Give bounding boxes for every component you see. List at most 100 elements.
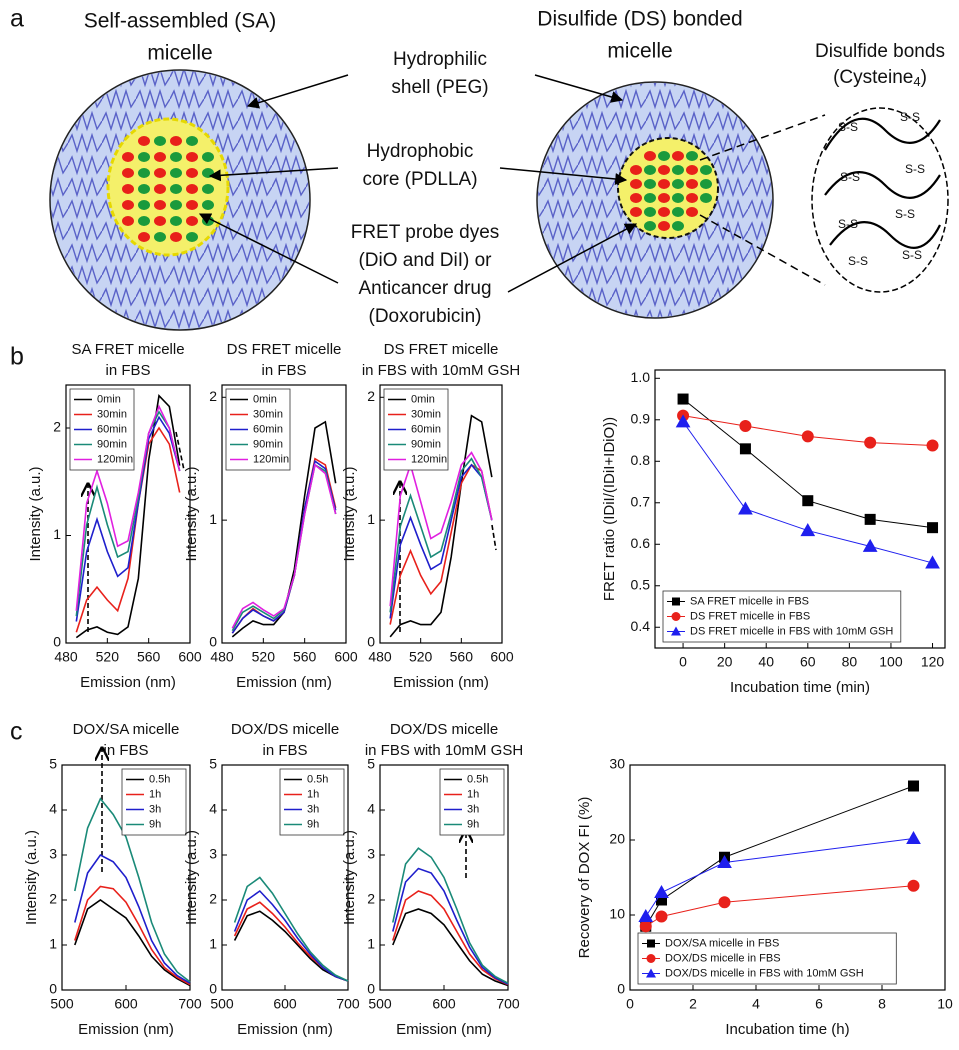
series-line: [645, 785, 914, 927]
x-tick-label: 520: [252, 649, 276, 665]
legend-marker: [646, 968, 656, 978]
series-line: [74, 853, 191, 984]
x-tick-label: 700: [496, 996, 520, 1012]
y-tick-label: 2: [209, 388, 217, 404]
x-tick-label: 520: [409, 649, 433, 665]
y-tick-label: 20: [609, 831, 625, 847]
y-tick-label: 0.6: [631, 535, 651, 551]
label: Hydrophilic: [393, 49, 487, 70]
marker: [718, 896, 731, 909]
marker: [862, 538, 878, 552]
dye-dot: [138, 232, 150, 242]
x-tick-label: 560: [450, 649, 474, 665]
dye-dot: [658, 165, 670, 175]
legend-label: DS FRET micelle in FBS: [690, 610, 810, 622]
series-line: [75, 426, 181, 633]
x-tick-label: 600: [490, 649, 514, 665]
series-line: [682, 421, 933, 564]
y-tick-label: 1: [367, 511, 375, 527]
x-tick-label: 560: [293, 649, 317, 665]
x-tick-label: 8: [878, 996, 886, 1012]
x-tick-label: 520: [96, 649, 120, 665]
legend-marker: [646, 954, 656, 963]
dye-dot: [186, 232, 198, 242]
y-tick-label: 4: [209, 801, 217, 817]
chart-title: in FBS with 10mM GSH: [362, 362, 520, 379]
series-line: [233, 876, 349, 982]
dye-dot: [672, 165, 684, 175]
marker: [927, 522, 939, 534]
marker: [925, 555, 940, 569]
series-line: [392, 908, 509, 987]
legend-label: 0.5h: [149, 773, 170, 785]
y-tick-label: 10: [609, 906, 625, 922]
dye-dot: [170, 216, 182, 226]
marker: [677, 393, 689, 405]
legend-label: 30min: [253, 408, 283, 420]
x-tick-label: 500: [210, 996, 234, 1012]
chart-title: DOX/DS micelle: [231, 721, 339, 738]
bond-label: S-S: [840, 170, 860, 184]
series-line: [389, 463, 493, 625]
dye-dot: [138, 152, 150, 162]
chart-title: DOX/DS micelle: [390, 721, 498, 738]
dye-dot: [630, 193, 642, 203]
legend-label: 3h: [467, 803, 479, 815]
legend-label: 0min: [411, 393, 435, 405]
dye-dot: [686, 193, 698, 203]
dye-dot: [658, 151, 670, 161]
x-axis-label: Emission (nm): [80, 674, 176, 691]
bond-label: S-S: [838, 120, 858, 134]
dye-dot: [154, 200, 166, 210]
x-tick-label: 600: [178, 649, 202, 665]
dye-dot: [644, 165, 656, 175]
y-axis-label: Intensity (a.u.): [27, 466, 44, 561]
dye-dot: [186, 168, 198, 178]
series-line: [231, 459, 337, 634]
ds-title: micelle: [607, 40, 672, 63]
legend-label: 120min: [253, 453, 289, 465]
chart-title: in FBS with 10mM GSH: [365, 742, 523, 759]
x-axis-label: Emission (nm): [236, 674, 332, 691]
label: Anticancer drug: [358, 278, 491, 299]
dye-dot: [672, 193, 684, 203]
y-axis-label: Intensity (a.u.): [23, 830, 40, 925]
marker: [654, 884, 669, 898]
x-tick-label: 600: [273, 996, 297, 1012]
marker: [800, 523, 816, 537]
x-axis-label: Emission (nm): [237, 1021, 333, 1038]
y-axis-label: Intensity (a.u.): [183, 830, 200, 925]
legend-label: 90min: [97, 438, 127, 450]
x-tick-label: 700: [178, 996, 202, 1012]
y-axis-label: FRET ratio (IDiI/(IDiI+IDiO)): [601, 417, 618, 601]
plot-frame: [221, 384, 347, 644]
x-tick-label: 40: [758, 654, 774, 670]
dye-dot: [202, 184, 214, 194]
x-tick-label: 20: [717, 654, 733, 670]
legend-marker: [672, 597, 680, 606]
y-tick-label: 0: [53, 634, 61, 650]
bond-label: S-S: [900, 110, 920, 124]
y-tick-label: 1: [209, 936, 217, 952]
marker: [638, 908, 654, 922]
dye-dot: [170, 152, 182, 162]
series-line: [233, 910, 349, 982]
plot-frame: [65, 384, 191, 644]
dye-dot: [186, 200, 198, 210]
bond-label: S-S: [905, 162, 925, 176]
dye-dot: [170, 168, 182, 178]
y-tick-label: 0.9: [631, 410, 651, 426]
dye-dot: [138, 216, 150, 226]
y-tick-label: 3: [367, 846, 375, 862]
marker: [802, 495, 814, 507]
legend-label: 0.5h: [467, 773, 488, 785]
marker: [739, 420, 752, 433]
ds-micelle: [536, 81, 949, 319]
dye-dot: [186, 152, 198, 162]
series-line: [389, 414, 493, 638]
x-axis-label: Emission (nm): [393, 674, 489, 691]
y-tick-label: 2: [367, 891, 375, 907]
y-tick-label: 0: [367, 981, 375, 997]
y-tick-label: 1: [367, 936, 375, 952]
x-tick-label: 10: [937, 996, 953, 1012]
